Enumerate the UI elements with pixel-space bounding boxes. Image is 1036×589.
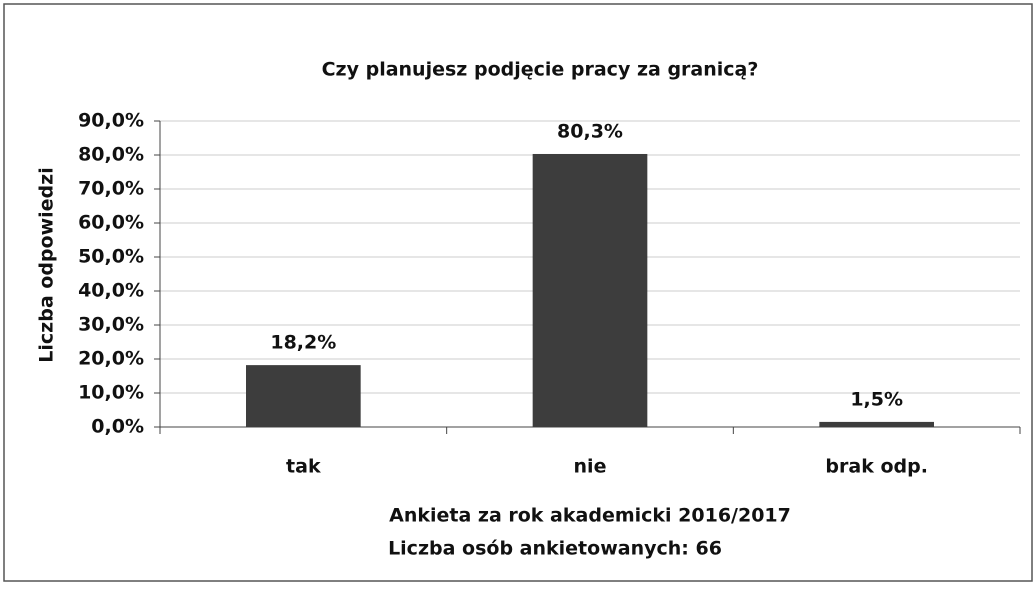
y-tick-label: 20,0% xyxy=(78,348,144,370)
bar xyxy=(819,421,934,427)
y-tick-label: 40,0% xyxy=(78,280,144,302)
data-label: 80,3% xyxy=(557,120,623,142)
y-axis-label: Liczba odpowiedzi xyxy=(36,167,58,362)
chart-title: Czy planujesz podjęcie pracy za granicą? xyxy=(322,59,759,81)
chart-frame xyxy=(3,3,1033,582)
bar xyxy=(532,153,648,428)
data-label: 1,5% xyxy=(850,388,903,410)
y-tick-label: 0,0% xyxy=(91,416,144,438)
x-axis-label: Ankieta za rok akademicki 2016/2017 xyxy=(389,505,791,527)
y-tick-label: 50,0% xyxy=(78,246,144,268)
annotation: Liczba osób ankietowanych: 66 xyxy=(388,538,722,560)
data-label: 18,2% xyxy=(270,332,336,354)
y-tick-label: 10,0% xyxy=(78,382,144,404)
y-tick-label: 70,0% xyxy=(78,178,144,200)
bar xyxy=(246,365,361,427)
x-tick-label: nie xyxy=(574,456,607,478)
y-tick-label: 80,0% xyxy=(78,144,144,166)
y-tick-label: 90,0% xyxy=(78,110,144,132)
y-tick-label: 30,0% xyxy=(78,314,144,336)
x-tick-label: tak xyxy=(286,456,321,478)
y-tick-label: 60,0% xyxy=(78,212,144,234)
x-tick-label: brak odp. xyxy=(825,456,928,478)
